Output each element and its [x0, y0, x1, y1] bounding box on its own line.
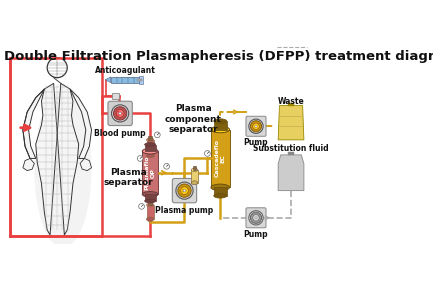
Ellipse shape	[211, 184, 229, 191]
Ellipse shape	[145, 143, 156, 147]
Ellipse shape	[147, 138, 154, 142]
Bar	[147, 140, 154, 156]
Circle shape	[139, 204, 145, 209]
Bar	[145, 145, 156, 151]
Polygon shape	[80, 158, 91, 171]
Text: Plasma pump: Plasma pump	[155, 206, 213, 215]
Ellipse shape	[145, 199, 156, 203]
FancyBboxPatch shape	[172, 178, 197, 203]
Circle shape	[119, 112, 121, 115]
Bar	[288, 152, 294, 155]
Circle shape	[155, 132, 160, 138]
Bar	[136, 79, 142, 80]
Circle shape	[204, 151, 210, 156]
Polygon shape	[105, 77, 111, 83]
Text: Blood pump: Blood pump	[94, 129, 146, 138]
Bar	[142, 151, 158, 194]
Text: Substitution fluid: Substitution fluid	[253, 144, 329, 153]
Text: Waste: Waste	[278, 97, 304, 106]
Polygon shape	[70, 89, 91, 158]
Text: Plasmaflo
OP: Plasmaflo OP	[145, 156, 155, 190]
Ellipse shape	[142, 191, 158, 197]
Polygon shape	[36, 83, 79, 235]
Circle shape	[253, 123, 259, 130]
Bar	[10, 58, 102, 236]
Circle shape	[250, 121, 262, 132]
Text: Plasma
component
separator: Plasma component separator	[165, 104, 222, 134]
Polygon shape	[23, 89, 44, 158]
Text: Pump: Pump	[244, 138, 268, 147]
Text: Pump: Pump	[244, 230, 268, 239]
Circle shape	[164, 164, 169, 169]
Ellipse shape	[191, 181, 198, 185]
Circle shape	[255, 217, 257, 219]
Polygon shape	[278, 155, 304, 191]
Bar	[193, 166, 197, 170]
Polygon shape	[278, 106, 304, 140]
Circle shape	[183, 189, 186, 192]
Text: Plasma
separator: Plasma separator	[104, 168, 154, 187]
Bar	[148, 136, 152, 140]
Circle shape	[112, 105, 129, 122]
Ellipse shape	[147, 153, 154, 158]
Ellipse shape	[191, 168, 198, 172]
Circle shape	[116, 110, 124, 117]
Ellipse shape	[142, 149, 158, 154]
Circle shape	[250, 212, 262, 224]
Circle shape	[178, 184, 191, 197]
Bar	[147, 205, 154, 219]
Ellipse shape	[147, 203, 154, 207]
FancyBboxPatch shape	[246, 116, 266, 136]
Ellipse shape	[214, 119, 227, 123]
Circle shape	[181, 187, 188, 195]
Polygon shape	[23, 158, 34, 171]
Bar	[288, 103, 294, 106]
Bar	[111, 77, 139, 83]
Bar	[214, 121, 227, 130]
Bar	[148, 201, 152, 205]
Text: Cascadeflo
EC: Cascadeflo EC	[215, 139, 226, 178]
Circle shape	[255, 125, 257, 127]
Text: Anticoagulant: Anticoagulant	[95, 66, 155, 75]
Bar	[211, 130, 229, 187]
Ellipse shape	[147, 217, 154, 221]
Circle shape	[249, 119, 263, 133]
FancyBboxPatch shape	[108, 101, 132, 126]
Bar	[112, 93, 119, 99]
Circle shape	[253, 215, 259, 221]
Ellipse shape	[211, 126, 229, 133]
Bar	[145, 194, 156, 201]
Circle shape	[137, 156, 143, 161]
Circle shape	[176, 182, 193, 199]
Bar	[139, 76, 143, 84]
Circle shape	[113, 107, 127, 120]
Bar	[191, 170, 198, 183]
Circle shape	[249, 211, 263, 225]
Bar	[214, 187, 227, 196]
FancyBboxPatch shape	[246, 208, 266, 228]
Ellipse shape	[34, 91, 91, 248]
Ellipse shape	[214, 193, 227, 198]
Text: Double Filtration Plasmapheresis (DFPP) treatment diagram: Double Filtration Plasmapheresis (DFPP) …	[4, 50, 433, 63]
